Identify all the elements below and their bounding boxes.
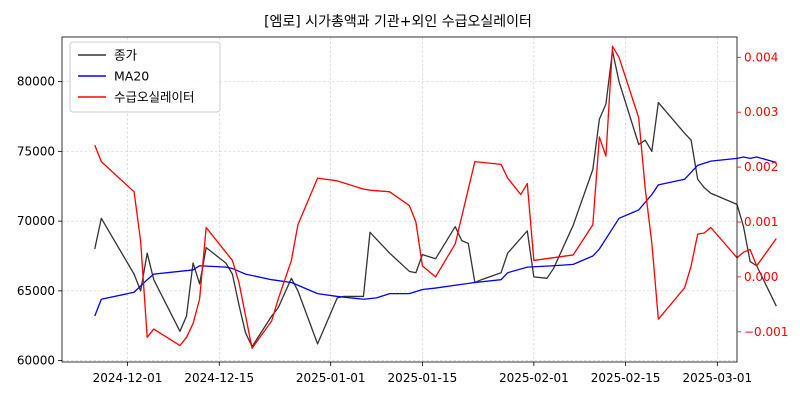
y-right-tick-label: −0.001 xyxy=(744,325,788,339)
x-tick-label: 2024-12-01 xyxy=(93,371,163,385)
x-tick-label: 2025-01-15 xyxy=(388,371,458,385)
x-axis: 2024-12-01 2024-12-15 2025-01-01 2025-01-15… xyxy=(93,362,752,385)
y-right-tick-label: 0.004 xyxy=(744,50,778,64)
y-left-tick-label: 70000 xyxy=(17,214,55,228)
legend-label: 수급오실레이터 xyxy=(114,90,195,105)
series-line-1 xyxy=(94,50,777,348)
y-axis-left: 60000 65000 70000 75000 80000 xyxy=(17,75,62,368)
x-tick-label: 2025-01-01 xyxy=(296,371,366,385)
series-line-3 xyxy=(94,45,777,349)
plot-area-frame xyxy=(61,36,738,363)
y-left-tick-label: 60000 xyxy=(17,354,55,368)
y-right-tick-label: 0.001 xyxy=(744,215,778,229)
y-left-tick-label: 65000 xyxy=(17,284,55,298)
x-tick-label: 2025-02-15 xyxy=(591,371,661,385)
y-right-tick-label: 0.000 xyxy=(744,270,778,284)
legend-label: MA20 xyxy=(114,69,149,84)
x-tick-label: 2025-03-01 xyxy=(682,371,752,385)
y-left-tick-label: 80000 xyxy=(17,75,55,89)
y-right-tick-label: 0.003 xyxy=(744,105,778,119)
series-line-2 xyxy=(94,156,777,317)
grid-layer xyxy=(62,37,737,362)
series-layer xyxy=(94,45,777,349)
legend-label: 종가 xyxy=(114,48,138,63)
y-left-tick-label: 75000 xyxy=(17,144,55,158)
x-tick-label: 2024-12-15 xyxy=(184,371,254,385)
y-right-tick-label: 0.002 xyxy=(744,160,778,174)
x-tick-label: 2025-02-01 xyxy=(499,371,569,385)
chart-title: [엠로] 시가총액과 기관+외인 수급오실레이터 xyxy=(264,14,532,30)
legend-box xyxy=(69,41,221,113)
legend: 종가 MA20 수급오실레이터 xyxy=(69,41,221,113)
y-axis-right: −0.001 0.000 0.001 0.002 0.003 0.004 xyxy=(737,50,788,339)
